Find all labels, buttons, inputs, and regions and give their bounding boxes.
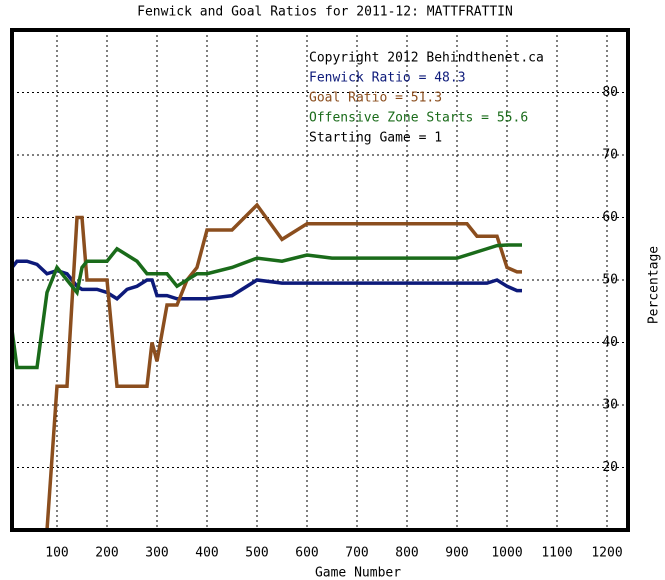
x-tick-label: 500 xyxy=(245,546,268,561)
x-tick-label: 1200 xyxy=(591,546,622,561)
x-tick-label: 1100 xyxy=(541,546,572,561)
y-tick-label: 50 xyxy=(602,273,618,288)
legend-text: Starting Game = 1 xyxy=(309,131,442,146)
y-tick-label: 70 xyxy=(602,148,618,163)
x-tick-label: 800 xyxy=(395,546,418,561)
x-tick-label: 600 xyxy=(295,546,318,561)
y-tick-label: 30 xyxy=(602,398,618,413)
x-axis-label: Game Number xyxy=(315,566,401,580)
legend-text: Offensive Zone Starts = 55.6 xyxy=(309,111,528,126)
y-tick-label: 80 xyxy=(602,85,618,100)
x-tick-label: 100 xyxy=(45,546,68,561)
data-line xyxy=(12,243,522,370)
y-tick-label: 60 xyxy=(602,210,618,225)
plot-border xyxy=(10,28,630,532)
x-tick-label: 300 xyxy=(145,546,168,561)
chart-title: Fenwick and Goal Ratios for 2011-12: MAT… xyxy=(137,5,513,20)
data-line xyxy=(45,202,522,530)
legend-text: Goal Ratio = 51.3 xyxy=(309,91,442,106)
x-tick-label: 700 xyxy=(345,546,368,561)
x-tick-label: 200 xyxy=(95,546,118,561)
y-axis-label: Percentage xyxy=(647,246,662,324)
legend-text: Fenwick Ratio = 48.3 xyxy=(309,71,466,86)
x-tick-label: 400 xyxy=(195,546,218,561)
y-tick-label: 20 xyxy=(602,460,618,475)
x-tick-label: 1000 xyxy=(491,546,522,561)
y-tick-label: 40 xyxy=(602,335,618,350)
x-tick-label: 900 xyxy=(445,546,468,561)
legend-text: Copyright 2012 Behindthenet.ca xyxy=(309,51,544,66)
